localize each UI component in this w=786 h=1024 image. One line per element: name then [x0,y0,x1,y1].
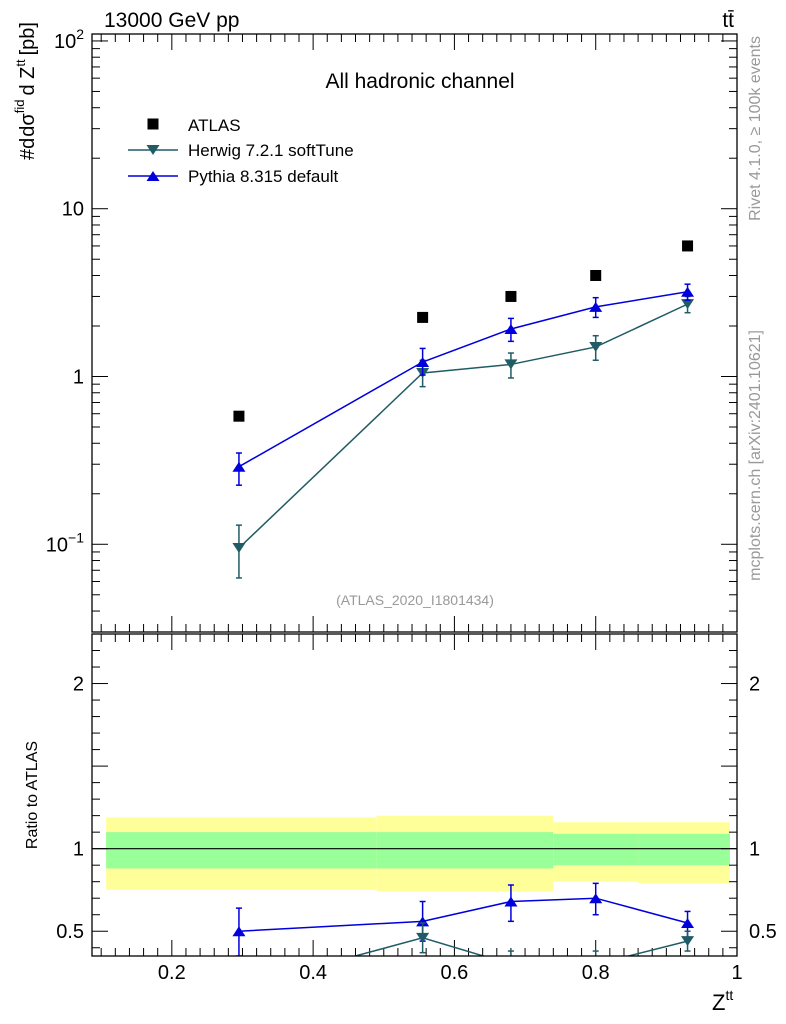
analysis-watermark: (ATLAS_2020_I1801434) [336,592,494,608]
legend-pythia-marker [146,171,160,181]
main-herwig-point [504,359,518,370]
main-y-tick-label: 102 [54,26,84,53]
main-panel: 10−1 1 10 102 All hadronic channel (ATLAS_2… [12,22,738,633]
ratio-pythia-line [238,897,688,932]
ratio-x-tick-label: 0.6 [441,962,469,984]
main-y-tick-label: 1 [73,366,84,388]
legend-herwig-label: Herwig 7.2.1 softTune [188,141,354,160]
svg-text:Ztt: Ztt [712,987,733,1015]
main-y-tick-label: 10−1 [46,529,84,556]
ratio-band-green [638,833,730,866]
ratio-x-tick-label: 0.2 [158,962,186,984]
ratio-herwig-point [232,982,245,992]
ratio-band-green [553,833,639,866]
ratio-herwig-point [416,932,430,943]
ratio-pythia-point [504,896,518,907]
process-label: tt̄ [722,9,734,32]
main-herwig-point [681,299,695,310]
ratio-frame [91,633,738,957]
main-y-label: #ddσfidd Ztt[pb] [12,22,39,160]
legend-herwig-marker [146,145,160,155]
legend-entry-herwig: Herwig 7.2.1 softTune [128,141,354,160]
legend-pythia-label: Pythia 8.315 default [188,167,339,186]
legend: ATLAS Herwig 7.2.1 softTune Pythia 8.315… [128,116,354,186]
ratio-x-tick-label: 0.4 [299,962,327,984]
main-axis-ticks: 10−1 1 10 102 [46,26,738,633]
ratio-herwig-line [352,937,688,956]
ratio-y-label: Ratio to ATLAS [24,741,41,849]
ratio-x-label: Ztt [712,987,733,1015]
main-herwig-point [232,543,246,554]
legend-atlas-label: ATLAS [188,116,241,135]
main-herwig-line [238,303,688,549]
main-title: All hadronic channel [325,70,514,93]
ratio-y-tick-label-right: 1 [749,839,760,861]
ratio-herwig-point [504,959,517,969]
ratio-pythia-point [589,893,603,904]
ratio-x-tick-label: 1 [731,962,742,984]
ratio-band-green [106,832,377,869]
main-frame [91,33,738,633]
mcplots-source-label: mcplots.cern.ch [arXiv:2401.10621] [747,330,764,581]
energy-label: 13000 GeV pp [104,9,239,32]
legend-entry-pythia: Pythia 8.315 default [128,167,339,186]
main-atlas-point [233,410,245,422]
main-pythia-point [589,301,603,312]
ratio-panel: 0.5 0.5 1 1 2 2 0.2 0.4 0.6 0.8 1 Ratio to ATLAS Z… [24,633,777,1015]
ratio-herwig-point [681,936,695,947]
ratio-y-tick-label-left: 0.5 [56,921,84,943]
main-herwig-point [589,341,603,352]
legend-atlas-marker [147,118,159,130]
ratio-pythia-point [232,926,246,937]
main-pythia-point [416,357,430,368]
ratio-band-green [376,832,554,869]
ratio-x-tick-label: 0.8 [582,962,610,984]
main-pythia-point [504,323,518,334]
ratio-y-tick-label-left: 2 [73,674,84,696]
ratio-pythia-point [681,917,695,928]
ratio-y-tick-label-right: 2 [749,674,760,696]
main-atlas-point [682,240,694,252]
ratio-data-marks [232,882,695,992]
legend-entry-atlas: ATLAS [147,116,241,135]
main-atlas-point [505,290,517,302]
main-atlas-point [590,269,602,281]
main-y-tick-label: 10 [62,199,84,221]
main-pythia-point [232,461,246,472]
main-data-marks [232,240,695,579]
rivet-version-label: Rivet 4.1.0, ≥ 100k events [747,36,764,221]
ratio-pythia-point [416,916,430,927]
ratio-axis-ticks: 0.5 0.5 1 1 2 2 0.2 0.4 0.6 0.8 1 [56,633,777,984]
ratio-y-tick-label-right: 0.5 [749,921,777,943]
svg-text:#ddσfidd Ztt[pb]: #ddσfidd Ztt[pb] [12,22,39,160]
ratio-uncertainty-bands [106,815,730,892]
main-pythia-line [238,291,688,468]
ratio-y-tick-label-left: 1 [73,839,84,861]
main-atlas-point [417,311,429,323]
main-pythia-point [681,286,695,297]
